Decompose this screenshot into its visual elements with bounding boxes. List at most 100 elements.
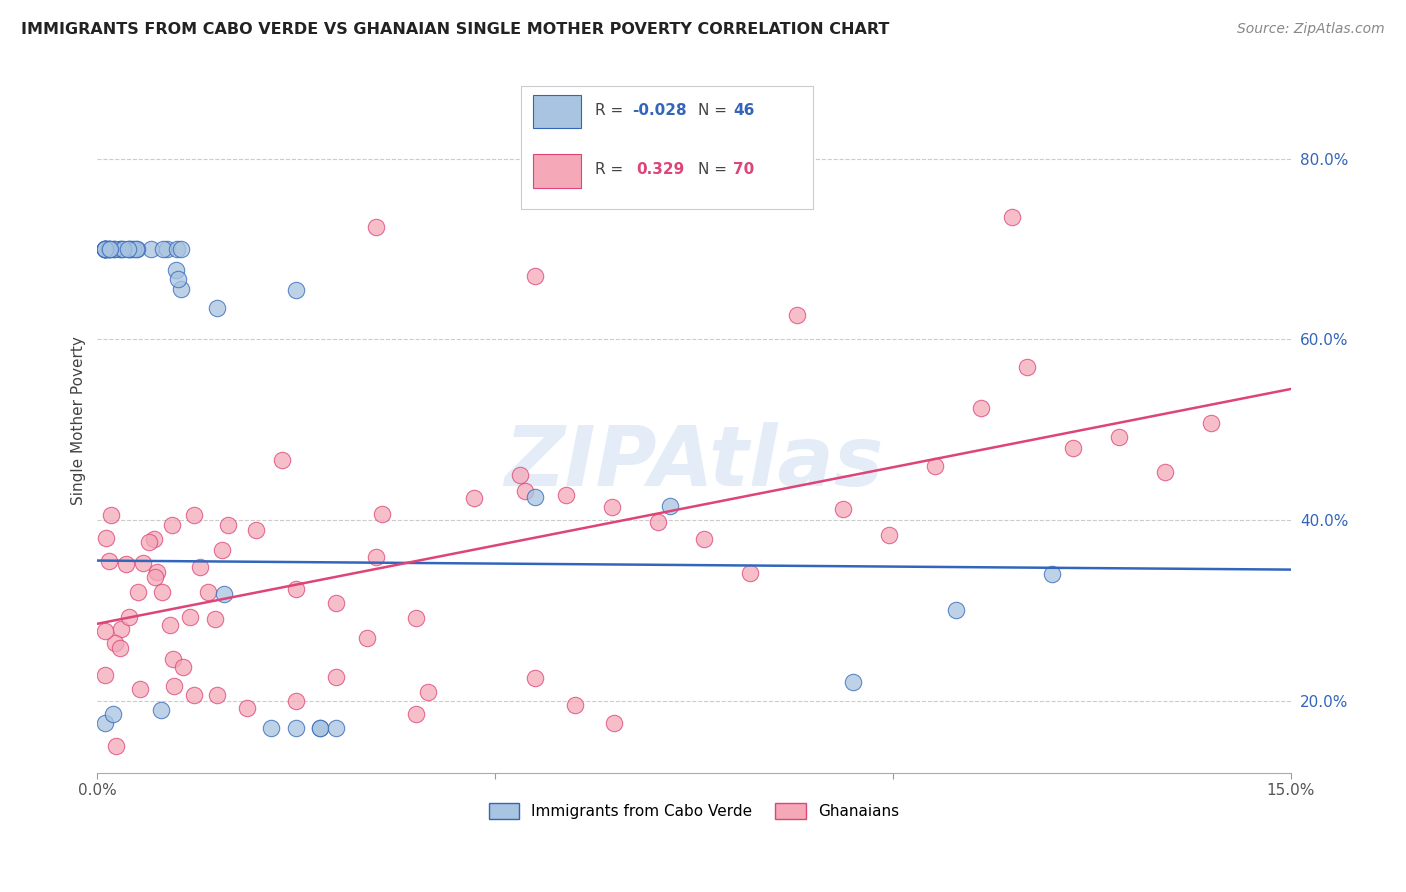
Point [162,518,184,533]
Point [371,508,394,522]
Point [245,523,267,537]
Point [98,242,121,256]
Point [165,263,187,277]
Point [121,242,143,256]
Point [325,721,347,735]
Point [205,301,228,315]
Point [513,484,536,499]
Point [97,242,120,256]
Point [463,491,485,505]
Point [212,586,235,600]
FancyBboxPatch shape [533,154,581,188]
Point [197,585,219,599]
Y-axis label: Single Mother Poverty: Single Mother Poverty [72,336,86,505]
Text: ZIPAtlas: ZIPAtlas [505,423,883,503]
Point [602,500,624,515]
Point [564,698,586,712]
Point [786,308,808,322]
Point [139,242,162,256]
Point [217,518,239,533]
Point [1062,442,1084,456]
Point [183,508,205,522]
Point [509,468,531,483]
Text: 46: 46 [734,103,755,119]
Point [1001,211,1024,225]
Point [150,584,173,599]
Point [364,219,387,234]
Point [659,500,682,514]
Point [1108,429,1130,443]
Point [179,610,201,624]
Point [138,534,160,549]
Point [416,685,439,699]
Point [236,701,259,715]
Point [142,533,165,547]
Point [162,652,184,666]
Point [271,453,294,467]
Point [94,242,117,256]
Point [105,739,128,753]
FancyBboxPatch shape [533,95,581,128]
Point [285,693,308,707]
Point [166,242,188,256]
Point [309,721,332,735]
Point [103,242,125,256]
Point [325,670,347,684]
Point [100,508,122,522]
Point [94,242,117,256]
Point [205,689,228,703]
Point [555,488,578,502]
Point [309,721,332,735]
Point [924,458,946,473]
Point [150,702,173,716]
Point [111,242,134,256]
Point [167,272,190,286]
Point [325,596,347,610]
Text: IMMIGRANTS FROM CABO VERDE VS GHANAIAN SINGLE MOTHER POVERTY CORRELATION CHART: IMMIGRANTS FROM CABO VERDE VS GHANAIAN S… [21,22,890,37]
Point [970,401,993,416]
Point [143,570,166,584]
Point [285,582,308,596]
Point [647,515,669,529]
Point [152,242,174,256]
Point [103,242,125,256]
Point [1199,416,1222,430]
Point [114,557,136,571]
Point [356,631,378,645]
Point [94,716,117,731]
Point [211,543,233,558]
Point [156,242,179,256]
Point [285,283,308,297]
Point [204,612,226,626]
Point [285,721,308,735]
Point [110,242,132,256]
Point [163,679,186,693]
Legend: Immigrants from Cabo Verde, Ghanaians: Immigrants from Cabo Verde, Ghanaians [482,797,905,825]
Point [159,617,181,632]
Point [170,242,193,256]
Point [94,242,117,256]
Point [96,531,118,545]
Point [1040,567,1063,582]
Point [118,242,141,256]
Text: R =: R = [595,161,633,177]
Point [260,721,283,735]
Point [170,281,193,295]
Point [405,610,427,624]
Point [831,502,853,516]
Point [118,242,141,256]
Text: N =: N = [697,103,731,119]
Text: N =: N = [697,161,731,177]
Point [108,242,131,256]
Point [131,556,153,570]
Point [405,707,427,722]
Point [129,681,152,696]
Point [98,242,121,256]
Text: 0.329: 0.329 [637,161,685,177]
Point [94,624,117,639]
Text: R =: R = [595,103,628,119]
Point [104,636,127,650]
Point [1154,465,1177,479]
Point [693,533,716,547]
Point [125,242,148,256]
